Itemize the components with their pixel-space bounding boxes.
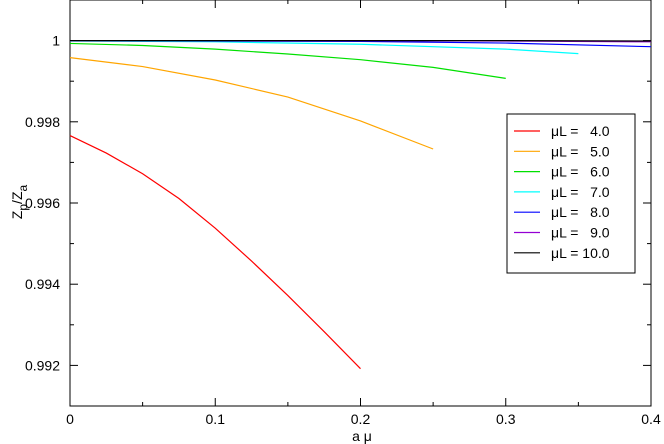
x-axis-label: a μ: [352, 428, 372, 444]
legend-label-2: μL = 5.0: [551, 143, 610, 159]
x-tick-label: 0.3: [496, 411, 516, 427]
legend-label-5: μL = 8.0: [551, 204, 610, 220]
x-tick-label: 0: [66, 411, 74, 427]
legend-label-1: μL = 4.0: [551, 123, 610, 139]
series-lines: [69, 39, 652, 370]
y-tick-label: 0.998: [25, 114, 60, 130]
legend-label-4: μL = 7.0: [551, 184, 610, 200]
series-line-2: [69, 57, 434, 150]
legend-label-3: μL = 6.0: [551, 164, 610, 180]
y-axis-label-sub-a: a: [16, 184, 30, 191]
y-tick-label: 0.992: [25, 357, 60, 373]
y-axis-label-mid: /Z: [9, 191, 25, 204]
legend-box: [506, 113, 636, 274]
y-tick-label: 0.996: [25, 195, 60, 211]
y-tick-label: 1: [52, 33, 60, 49]
series-line-3: [69, 42, 506, 79]
x-tick-label: 0.2: [351, 411, 371, 427]
y-axis-label: Zp/Za: [9, 184, 30, 219]
y-tick-label: 0.994: [25, 276, 60, 292]
legend-label-7: μL = 10.0: [551, 245, 610, 261]
x-tick-label: 0.1: [206, 411, 226, 427]
y-axis-label-sub-p: p: [16, 204, 30, 211]
axis-ticks: 0 0.1 0.2 0.3 0.4 0.992 0.994 0.996 0.998 1: [25, 0, 661, 427]
series-line-4: [69, 40, 579, 55]
series-line-1: [69, 135, 361, 370]
x-tick-label: 0.4: [641, 411, 661, 427]
legend: μL = 4.0 μL = 5.0 μL = 6.0 μL = 7.0 μL = 8.0…: [506, 113, 636, 274]
legend-label-6: μL = 9.0: [551, 225, 610, 241]
y-axis-label-main: Z: [9, 210, 25, 219]
